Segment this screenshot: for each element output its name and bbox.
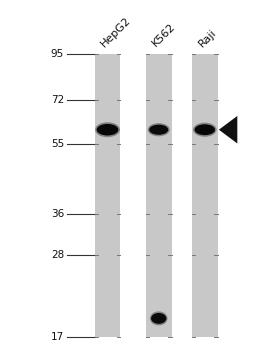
Text: 28: 28 [51, 250, 64, 260]
Bar [146, 54, 172, 337]
Bar [192, 54, 218, 337]
Text: K562: K562 [150, 22, 177, 49]
Ellipse shape [149, 125, 168, 135]
Ellipse shape [195, 124, 215, 135]
Ellipse shape [151, 313, 166, 324]
Text: 55: 55 [51, 139, 64, 149]
Bar [95, 54, 120, 337]
Text: HepG2: HepG2 [99, 15, 133, 49]
Ellipse shape [193, 123, 217, 137]
Text: 72: 72 [51, 95, 64, 105]
Ellipse shape [150, 311, 167, 325]
Ellipse shape [148, 123, 170, 136]
Ellipse shape [97, 124, 118, 135]
Text: 17: 17 [51, 332, 64, 342]
Polygon shape [219, 116, 237, 143]
Text: 95: 95 [51, 49, 64, 59]
Text: 36: 36 [51, 209, 64, 219]
Text: Raji: Raji [196, 27, 218, 49]
Ellipse shape [95, 122, 120, 137]
